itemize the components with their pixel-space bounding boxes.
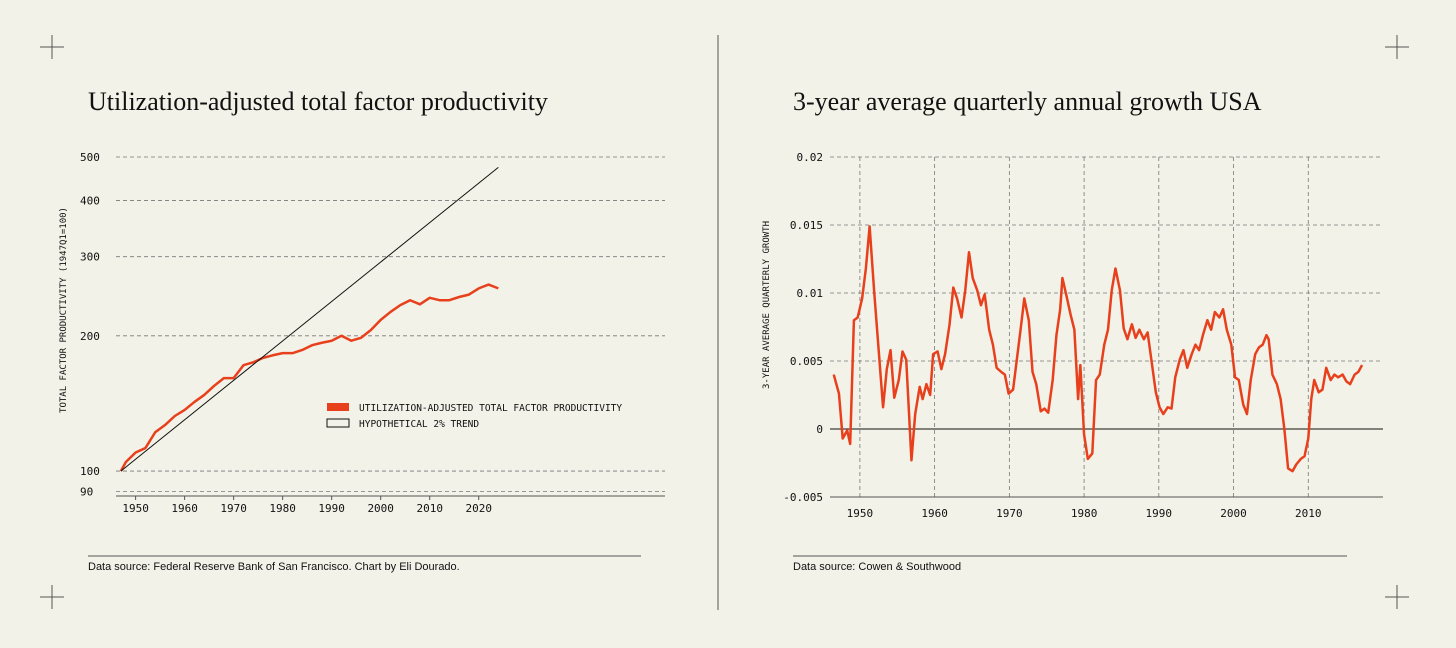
legend-label: UTILIZATION-ADJUSTED TOTAL FACTOR PRODUC… (359, 403, 622, 414)
y-tick-label: 300 (80, 251, 100, 264)
chart-title: Utilization-adjusted total factor produc… (88, 87, 548, 116)
x-tick-label: 2010 (1295, 507, 1322, 520)
x-tick-label: 1960 (921, 507, 948, 520)
x-tick-label: 1950 (122, 502, 149, 515)
x-tick-label: 1960 (171, 502, 198, 515)
y-tick-label: 0.01 (797, 287, 824, 300)
x-tick-label: 1970 (996, 507, 1023, 520)
source: Data source: Federal Reserve Bank of San… (88, 561, 460, 573)
y-tick-label: 400 (80, 195, 100, 208)
x-tick-label: 2010 (416, 502, 443, 515)
y-tick-label: 100 (80, 465, 100, 478)
decorations (40, 35, 1409, 610)
y-tick-label: -0.005 (783, 491, 823, 504)
line (832, 225, 1364, 473)
y-tick-label: 0.005 (790, 355, 823, 368)
x-tick-label: 1980 (269, 502, 296, 515)
y-tick-label: 500 (80, 151, 100, 164)
y-tick-label: 0 (816, 423, 823, 436)
legend-swatch (327, 403, 349, 411)
x-tick-label: 1990 (1146, 507, 1173, 520)
legend-label: HYPOTHETICAL 2% TREND (359, 419, 479, 430)
line (119, 283, 499, 472)
y-axis-label: TOTAL FACTOR PRODUCTIVITY (1947Q1=100) (59, 207, 69, 413)
source: Data source: Cowen & Southwood (793, 561, 961, 573)
legend-swatch (326, 418, 350, 428)
crop-marks (40, 35, 1409, 609)
line (120, 167, 499, 472)
x-tick-label: 2000 (367, 502, 394, 515)
y-tick-label: 0.015 (790, 219, 823, 232)
x-tick-label: 1990 (318, 502, 345, 515)
y-tick-label: 90 (80, 486, 93, 499)
y-tick-label: 0.02 (797, 151, 824, 164)
x-tick-label: 1980 (1071, 507, 1098, 520)
x-tick-label: 1970 (220, 502, 247, 515)
x-tick-label: 1950 (847, 507, 874, 520)
x-tick-label: 2020 (465, 502, 492, 515)
y-tick-label: 200 (80, 330, 100, 343)
chart-title: 3-year average quarterly annual growth U… (793, 87, 1262, 116)
x-tick-label: 2000 (1220, 507, 1247, 520)
y-axis-label: 3-YEAR AVERAGE QUARTERLY GROWTH (762, 221, 772, 389)
